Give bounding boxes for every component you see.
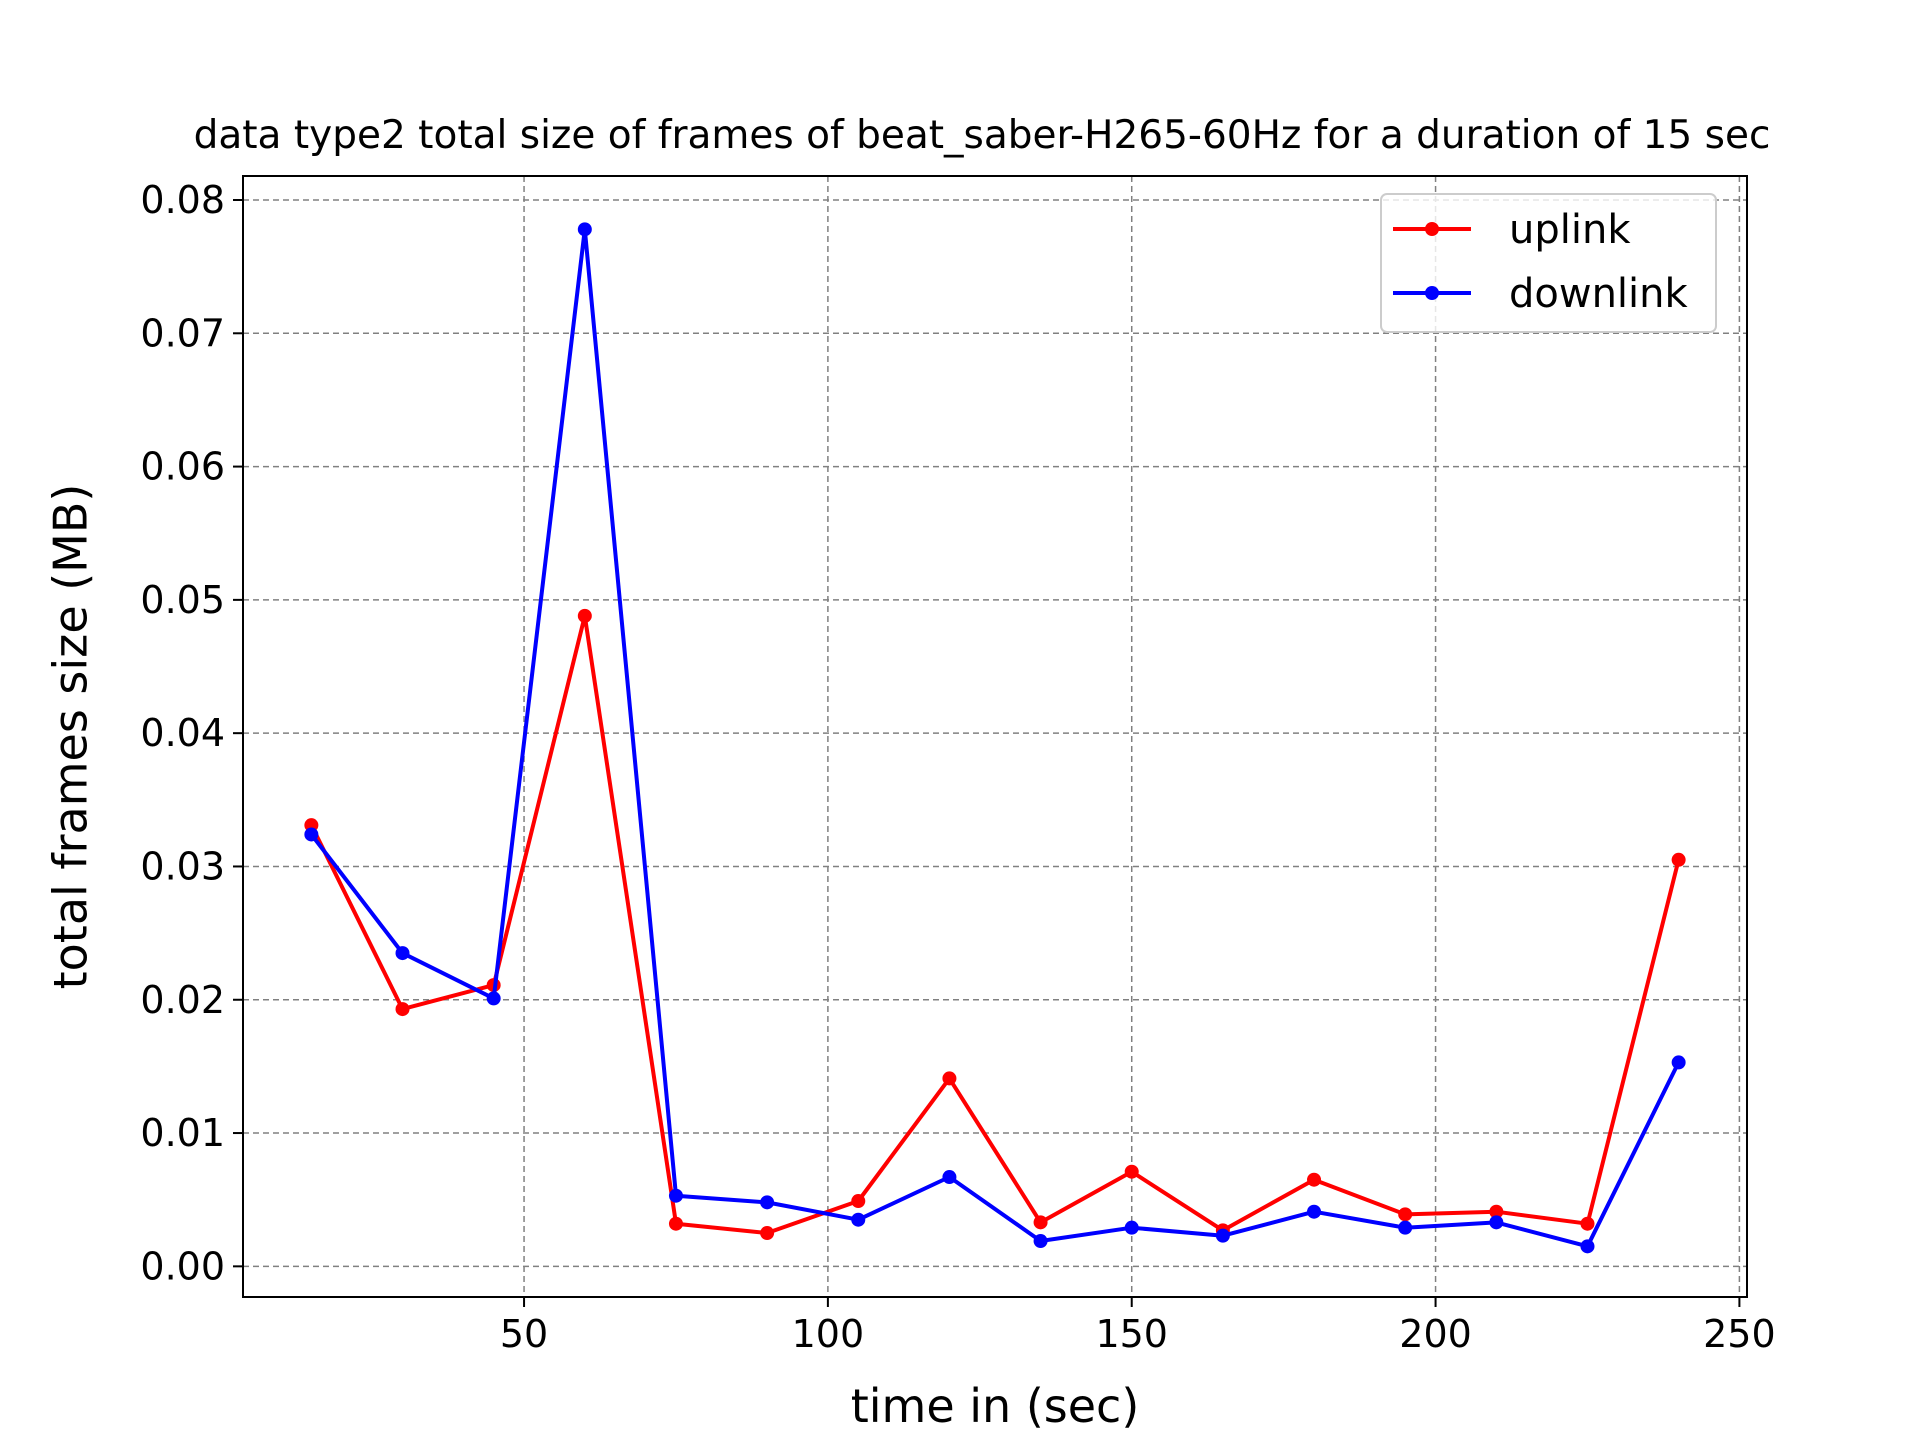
axis-ticks: 50 100 150 200 250 0.00 0.01 0.02 0.03 0.04 0.05 0.… — [140, 178, 1775, 1356]
downlink-point — [1215, 1228, 1230, 1243]
x-axis-label: time in (sec) — [851, 1379, 1140, 1433]
x-tick-label: 100 — [792, 1312, 865, 1356]
downlink-point — [1307, 1204, 1322, 1219]
downlink-point — [395, 946, 410, 961]
uplink-point — [1124, 1164, 1139, 1179]
downlink-point — [760, 1195, 775, 1210]
chart-title: data type2 total size of frames of beat_… — [194, 113, 1771, 158]
gridlines — [243, 176, 1747, 1297]
downlink-point — [1124, 1220, 1139, 1235]
x-tick-label: 50 — [500, 1312, 548, 1356]
y-axis-label: total frames size (MB) — [44, 484, 98, 990]
legend-label-downlink: downlink — [1509, 271, 1689, 317]
uplink-point — [1307, 1172, 1322, 1187]
downlink-point — [1489, 1215, 1504, 1230]
data-series — [304, 222, 1686, 1254]
uplink-point — [1671, 852, 1686, 867]
downlink-point — [1033, 1234, 1048, 1249]
y-tick-label: 0.07 — [140, 311, 225, 355]
plot-area-frame — [242, 175, 1748, 1298]
downlink-point — [851, 1212, 866, 1227]
y-tick-label: 0.00 — [140, 1244, 225, 1288]
uplink-line — [309, 613, 1681, 1235]
downlink-point — [1671, 1055, 1686, 1070]
x-tick-label: 200 — [1399, 1312, 1472, 1356]
x-tick-label: 150 — [1095, 1312, 1168, 1356]
downlink-point — [1580, 1239, 1595, 1254]
uplink-point — [942, 1071, 957, 1086]
uplink-point — [577, 608, 592, 623]
legend: uplink downlink — [1380, 193, 1717, 333]
downlink-line — [309, 227, 1681, 1249]
y-tick-label: 0.08 — [140, 178, 225, 222]
uplink-point — [760, 1226, 775, 1241]
y-tick-label: 0.06 — [140, 445, 225, 489]
uplink-point — [1033, 1215, 1048, 1230]
uplink-point — [1398, 1207, 1413, 1222]
downlink-point — [577, 222, 592, 237]
uplink-point — [1580, 1216, 1595, 1231]
y-tick-label: 0.03 — [140, 844, 225, 888]
uplink-series — [304, 608, 1686, 1241]
legend-marker-downlink — [1425, 286, 1439, 300]
uplink-point — [851, 1194, 866, 1209]
uplink-point — [668, 1216, 683, 1231]
legend-label-uplink: uplink — [1509, 207, 1631, 253]
downlink-point — [486, 991, 501, 1006]
legend-marker-uplink — [1425, 222, 1439, 236]
downlink-point — [1398, 1220, 1413, 1235]
y-tick-label: 0.02 — [140, 978, 225, 1022]
x-tick-label: 250 — [1703, 1312, 1776, 1356]
y-tick-label: 0.05 — [140, 578, 225, 622]
y-tick-label: 0.04 — [140, 711, 225, 755]
downlink-point — [304, 827, 319, 842]
y-tick-label: 0.01 — [140, 1111, 225, 1155]
uplink-point — [395, 1002, 410, 1017]
downlink-series — [304, 222, 1686, 1254]
downlink-point — [668, 1188, 683, 1203]
uplink-point — [1489, 1204, 1504, 1219]
downlink-point — [942, 1170, 957, 1185]
